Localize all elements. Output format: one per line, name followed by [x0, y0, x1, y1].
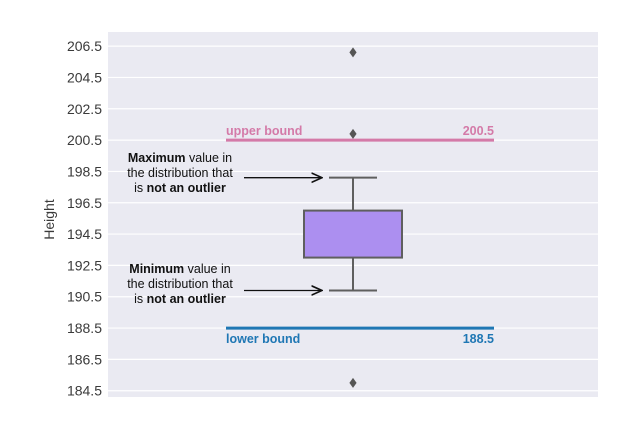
bound-label-lower: lower bound	[226, 332, 300, 346]
y-tick-label: 184.5	[67, 383, 102, 399]
outlier-marker	[349, 377, 357, 388]
annotation-minimum-bold: Minimum	[129, 262, 185, 276]
y-tick-label: 204.5	[67, 69, 102, 85]
annotation-minimum: Minimum value in the distribution that i…	[105, 262, 255, 307]
outlier-marker	[349, 128, 357, 139]
y-tick-label: 196.5	[67, 195, 102, 211]
bound-label-upper: upper bound	[226, 124, 302, 138]
y-tick-label: 200.5	[67, 132, 102, 148]
annotation-maximum-line2: the distribution that	[127, 166, 233, 180]
bound-value-lower: 188.5	[463, 332, 494, 346]
annotation-minimum-line1: value in	[184, 262, 231, 276]
annotation-minimum-line2: the distribution that	[127, 277, 233, 291]
y-tick-label: 194.5	[67, 226, 102, 242]
annotation-maximum-line3-pre: is	[134, 181, 147, 195]
y-tick-label: 190.5	[67, 289, 102, 305]
iqr-box	[303, 209, 403, 259]
annotation-minimum-line3-bold: not an outlier	[146, 292, 226, 306]
y-tick-label: 186.5	[67, 351, 102, 367]
y-tick-label: 206.5	[67, 38, 102, 54]
y-tick-label: 192.5	[67, 257, 102, 273]
annotation-maximum: Maximum value in the distribution that i…	[105, 151, 255, 196]
bound-value-upper: 200.5	[463, 124, 494, 138]
y-axis-label: Height	[41, 199, 57, 240]
annotation-maximum-bold: Maximum	[127, 151, 186, 165]
outlier-marker	[349, 47, 357, 58]
y-tick-label: 198.5	[67, 163, 102, 179]
y-tick-label: 188.5	[67, 320, 102, 336]
y-tick-label: 202.5	[67, 101, 102, 117]
annotation-maximum-line1: value in	[185, 151, 233, 165]
annotation-minimum-line3-pre: is	[134, 292, 147, 306]
annotation-maximum-line3-bold: not an outlier	[146, 181, 226, 195]
